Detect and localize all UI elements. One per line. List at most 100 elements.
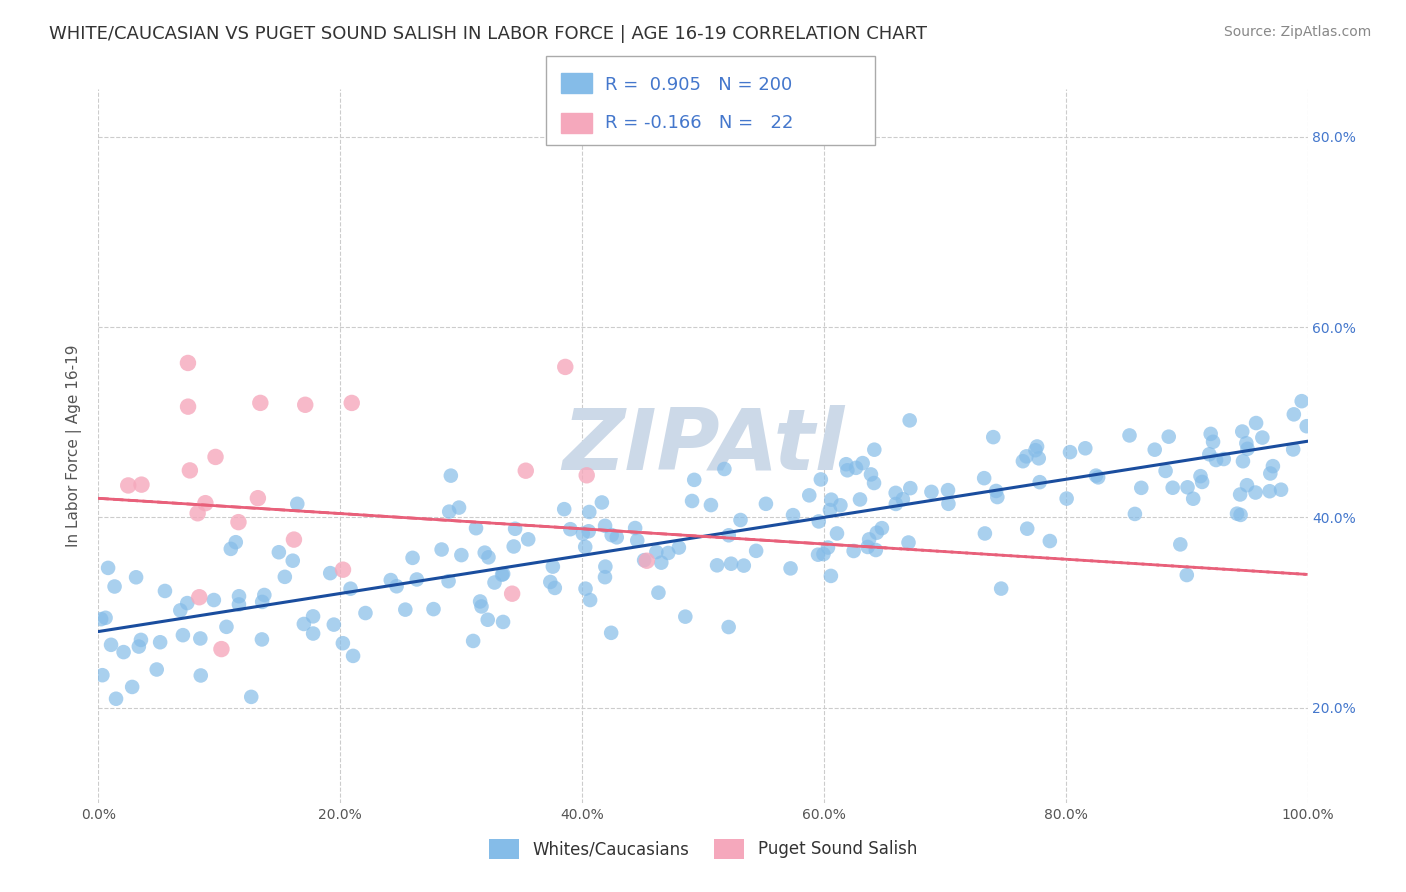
Point: [1258, 484, 1281, 499]
Point: [149, 635, 172, 649]
Text: Source: ZipAtlas.com: Source: ZipAtlas.com: [1223, 25, 1371, 39]
Point: [228, 589, 250, 603]
Point: [575, 468, 598, 483]
Point: [1191, 475, 1213, 489]
Point: [717, 528, 740, 542]
Point: [820, 569, 842, 583]
Point: [465, 521, 488, 535]
Point: [591, 495, 613, 509]
Point: [1154, 464, 1177, 478]
Point: [1056, 491, 1078, 506]
Point: [884, 497, 907, 511]
Point: [492, 615, 515, 629]
Point: [470, 599, 492, 614]
Point: [125, 570, 148, 584]
Point: [468, 594, 491, 608]
Point: [600, 528, 623, 542]
Point: [105, 691, 128, 706]
Point: [1118, 428, 1140, 442]
Point: [818, 503, 841, 517]
Point: [1232, 454, 1254, 468]
Point: [578, 524, 600, 539]
Point: [782, 508, 804, 523]
Point: [626, 533, 648, 548]
Point: [477, 613, 499, 627]
Point: [281, 554, 304, 568]
Point: [394, 602, 416, 616]
Point: [863, 442, 886, 457]
Point: [668, 541, 690, 555]
Point: [820, 492, 842, 507]
Point: [1168, 537, 1191, 551]
Point: [825, 526, 848, 541]
Point: [202, 593, 225, 607]
Point: [799, 488, 821, 502]
Point: [1182, 491, 1205, 506]
Point: [1177, 480, 1199, 494]
Point: [1017, 522, 1039, 536]
Point: [97, 561, 120, 575]
Point: [292, 617, 315, 632]
Text: R = -0.166   N =   22: R = -0.166 N = 22: [605, 114, 793, 132]
Point: [515, 464, 537, 478]
Point: [981, 430, 1004, 444]
Point: [574, 582, 596, 596]
Point: [450, 548, 472, 562]
Point: [636, 554, 658, 568]
Point: [1282, 442, 1305, 457]
Point: [285, 497, 308, 511]
Point: [1012, 454, 1035, 468]
Point: [845, 460, 868, 475]
Point: [574, 540, 596, 554]
Point: [645, 545, 668, 559]
Point: [250, 595, 273, 609]
Point: [624, 521, 647, 535]
Point: [1189, 469, 1212, 483]
Point: [1059, 445, 1081, 459]
Point: [228, 515, 250, 529]
Point: [1236, 442, 1258, 456]
Point: [430, 542, 453, 557]
Point: [560, 522, 582, 536]
Point: [990, 582, 1012, 596]
Point: [342, 648, 364, 663]
Point: [332, 563, 354, 577]
Point: [121, 680, 143, 694]
Point: [700, 498, 723, 512]
Point: [1087, 470, 1109, 484]
Point: [1251, 431, 1274, 445]
Point: [859, 467, 882, 482]
Point: [852, 456, 875, 470]
Point: [593, 570, 616, 584]
Legend: Whites/Caucasians, Puget Sound Salish: Whites/Caucasians, Puget Sound Salish: [482, 832, 924, 866]
Point: [1028, 451, 1050, 466]
Point: [856, 540, 879, 554]
Point: [1282, 408, 1305, 422]
Point: [1244, 485, 1267, 500]
Point: [572, 526, 595, 541]
Point: [713, 462, 735, 476]
Point: [240, 690, 263, 704]
Point: [863, 475, 886, 490]
Point: [553, 502, 575, 516]
Point: [600, 625, 623, 640]
Point: [1234, 436, 1257, 450]
Point: [1258, 467, 1281, 481]
Point: [1229, 508, 1251, 522]
Point: [491, 567, 513, 582]
Point: [517, 533, 540, 547]
Point: [830, 498, 852, 512]
Point: [246, 491, 269, 505]
Point: [986, 490, 1008, 504]
Point: [187, 506, 209, 520]
Point: [215, 620, 238, 634]
Point: [484, 575, 506, 590]
Point: [755, 497, 778, 511]
Point: [274, 570, 297, 584]
Point: [683, 473, 706, 487]
Point: [112, 645, 135, 659]
Point: [1229, 487, 1251, 501]
Point: [188, 632, 211, 646]
Point: [706, 558, 728, 573]
Point: [1199, 426, 1222, 441]
